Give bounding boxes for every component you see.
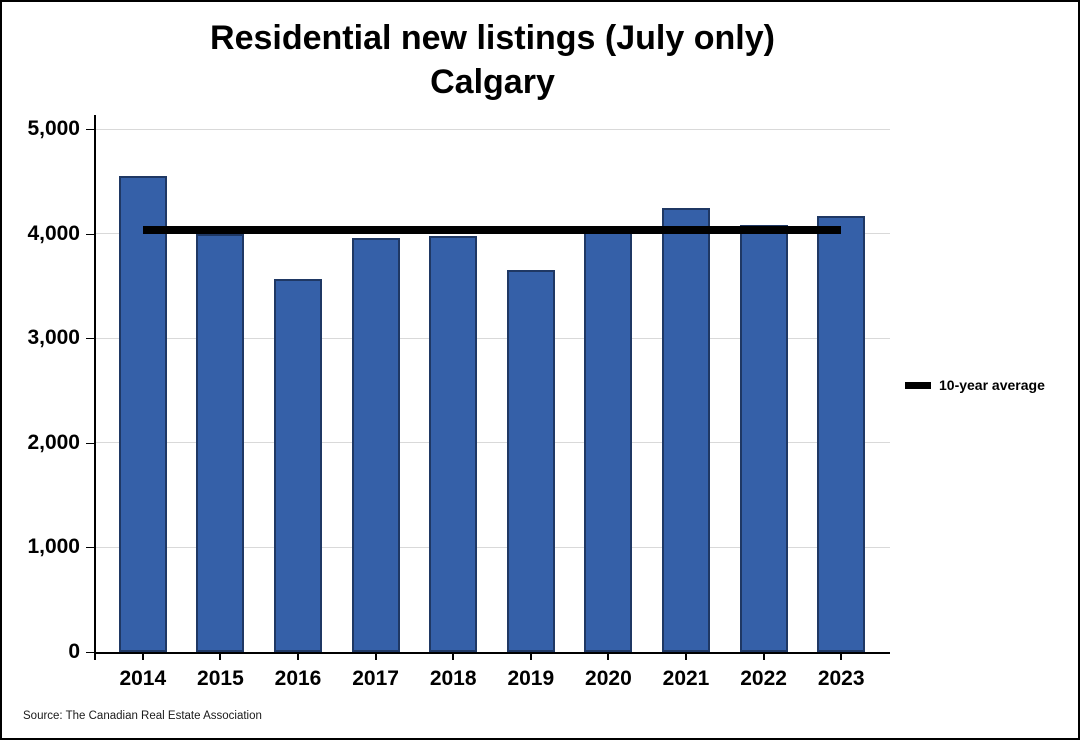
x-tick-2022 bbox=[762, 652, 765, 660]
y-axis-line bbox=[94, 115, 96, 660]
legend: 10-year average bbox=[905, 377, 1045, 393]
x-axis-label-2017: 2017 bbox=[352, 667, 399, 690]
y-axis-label-0: 0 bbox=[68, 640, 80, 663]
x-axis-label-2016: 2016 bbox=[274, 667, 322, 690]
bar-2015 bbox=[196, 233, 245, 652]
source-note: Source: The Canadian Real Estate Associa… bbox=[23, 710, 262, 722]
gridline-5000 bbox=[95, 128, 890, 130]
x-axis-label-2014: 2014 bbox=[119, 667, 167, 690]
y-tick-4000 bbox=[86, 233, 95, 235]
x-tick-2018 bbox=[452, 652, 455, 660]
average-line bbox=[142, 226, 842, 235]
y-axis-label-4000: 4,000 bbox=[27, 221, 80, 245]
x-axis-label-2015: 2015 bbox=[197, 667, 244, 690]
y-axis-label-5000: 5,000 bbox=[27, 117, 80, 140]
chart-title: Residential new listings (July only) Cal… bbox=[2, 16, 983, 104]
x-tick-2017 bbox=[374, 652, 377, 660]
average-line-legend-swatch bbox=[905, 381, 931, 389]
gridline-3000 bbox=[95, 337, 890, 339]
gridline-1000 bbox=[95, 546, 890, 548]
bar-2020 bbox=[584, 226, 633, 652]
bar-2014 bbox=[118, 176, 167, 652]
bar-2017 bbox=[351, 237, 400, 652]
y-tick-5000 bbox=[86, 129, 95, 130]
x-tick-2023 bbox=[840, 652, 843, 660]
x-tick-2021 bbox=[685, 652, 687, 660]
y-tick-0 bbox=[86, 652, 95, 653]
x-axis-label-2021: 2021 bbox=[662, 667, 710, 690]
x-axis-label-2018: 2018 bbox=[429, 667, 477, 690]
x-axis-label-2023: 2023 bbox=[817, 667, 865, 690]
y-tick-2000 bbox=[86, 442, 95, 444]
bar-2016 bbox=[274, 278, 322, 652]
y-axis-label-1000: 1,000 bbox=[27, 535, 80, 559]
x-tick-2019 bbox=[529, 652, 532, 660]
x-axis-label-2022: 2022 bbox=[740, 667, 787, 690]
y-tick-1000 bbox=[86, 547, 95, 549]
bar-2022 bbox=[739, 225, 788, 652]
x-tick-2016 bbox=[297, 652, 299, 660]
x-axis-line bbox=[94, 652, 890, 654]
x-tick-2020 bbox=[607, 652, 610, 660]
bar-2021 bbox=[662, 208, 710, 652]
y-axis-label-3000: 3,000 bbox=[27, 326, 80, 350]
x-tick-2014 bbox=[141, 652, 144, 660]
chart-title-line2: Calgary bbox=[430, 63, 555, 101]
bar-2018 bbox=[429, 235, 478, 652]
gridline-2000 bbox=[95, 442, 890, 444]
y-axis-label-2000: 2,000 bbox=[27, 430, 80, 454]
legend-label: 10-year average bbox=[939, 377, 1045, 393]
bar-2019 bbox=[506, 270, 555, 652]
y-tick-3000 bbox=[86, 338, 95, 340]
bar-2023 bbox=[817, 215, 866, 652]
x-axis-label-2020: 2020 bbox=[585, 667, 632, 690]
x-tick-2015 bbox=[219, 652, 222, 660]
x-axis-label-2019: 2019 bbox=[507, 667, 555, 690]
chart-title-line1: Residential new listings (July only) bbox=[210, 19, 775, 57]
